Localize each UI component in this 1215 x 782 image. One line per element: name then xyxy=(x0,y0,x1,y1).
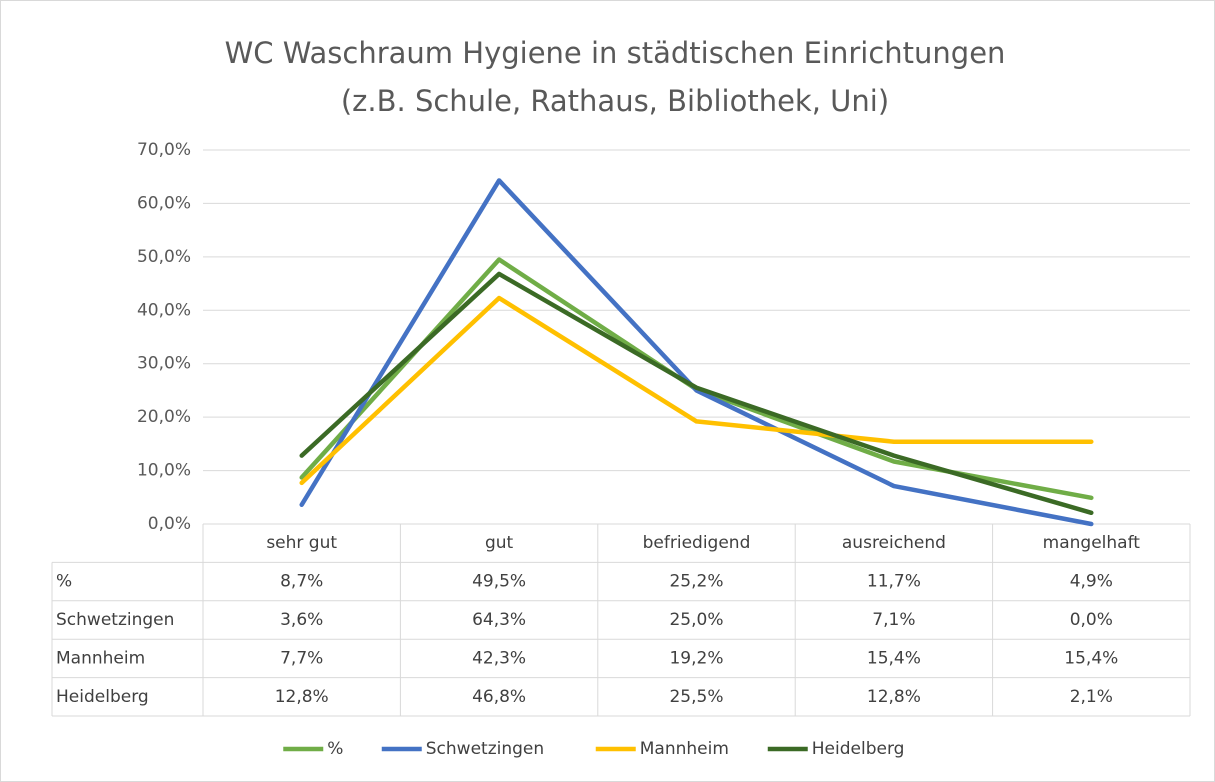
x-tick-label: ausreichend xyxy=(842,533,946,553)
y-tick-label: 20,0% xyxy=(137,407,191,427)
table-cell: 42,3% xyxy=(472,648,526,668)
table-cell: 15,4% xyxy=(867,648,921,668)
legend-label: Mannheim xyxy=(640,739,729,759)
legend-label: % xyxy=(327,739,343,759)
series-line xyxy=(299,295,1094,486)
series-line xyxy=(299,271,1094,516)
y-tick-label: 70,0% xyxy=(137,140,191,160)
y-tick-label: 10,0% xyxy=(137,461,191,481)
table-cell: 7,1% xyxy=(872,610,915,630)
table-cell: 7,7% xyxy=(280,648,323,668)
table-cell: 49,5% xyxy=(472,572,526,592)
x-tick-label: sehr gut xyxy=(266,533,337,553)
table-cell: 15,4% xyxy=(1064,648,1118,668)
x-tick-label: gut xyxy=(485,533,514,553)
table-row-label: % xyxy=(56,572,72,592)
y-tick-label: 60,0% xyxy=(137,193,191,213)
table-cell: 25,0% xyxy=(669,610,723,630)
table-cell: 4,9% xyxy=(1070,572,1113,592)
table-cell: 25,5% xyxy=(669,687,723,707)
series-line xyxy=(299,178,1094,527)
table-cell: 46,8% xyxy=(472,687,526,707)
chart-title: WC Waschraum Hygiene in städtischen Einr… xyxy=(225,36,1006,70)
chart-subtitle: (z.B. Schule, Rathaus, Bibliothek, Uni) xyxy=(341,84,889,118)
y-tick-label: 30,0% xyxy=(137,354,191,374)
x-tick-label: befriedigend xyxy=(643,533,751,553)
table-cell: 2,1% xyxy=(1070,687,1113,707)
x-tick-label: mangelhaft xyxy=(1043,533,1141,553)
table-row-label: Schwetzingen xyxy=(56,610,174,630)
table-cell: 25,2% xyxy=(669,572,723,592)
table-cell: 12,8% xyxy=(867,687,921,707)
table-cell: 11,7% xyxy=(867,572,921,592)
table-cell: 0,0% xyxy=(1070,610,1113,630)
table-cell: 3,6% xyxy=(280,610,323,630)
table-cell: 8,7% xyxy=(280,572,323,592)
table-cell: 19,2% xyxy=(669,648,723,668)
y-tick-label: 0,0% xyxy=(148,514,191,534)
y-tick-label: 40,0% xyxy=(137,300,191,320)
table-cell: 64,3% xyxy=(472,610,526,630)
y-tick-label: 50,0% xyxy=(137,247,191,267)
table-cell: 12,8% xyxy=(275,687,329,707)
legend-label: Schwetzingen xyxy=(426,739,544,759)
table-row-label: Mannheim xyxy=(56,648,145,668)
table-row-label: Heidelberg xyxy=(56,687,149,707)
legend-label: Heidelberg xyxy=(812,739,905,759)
